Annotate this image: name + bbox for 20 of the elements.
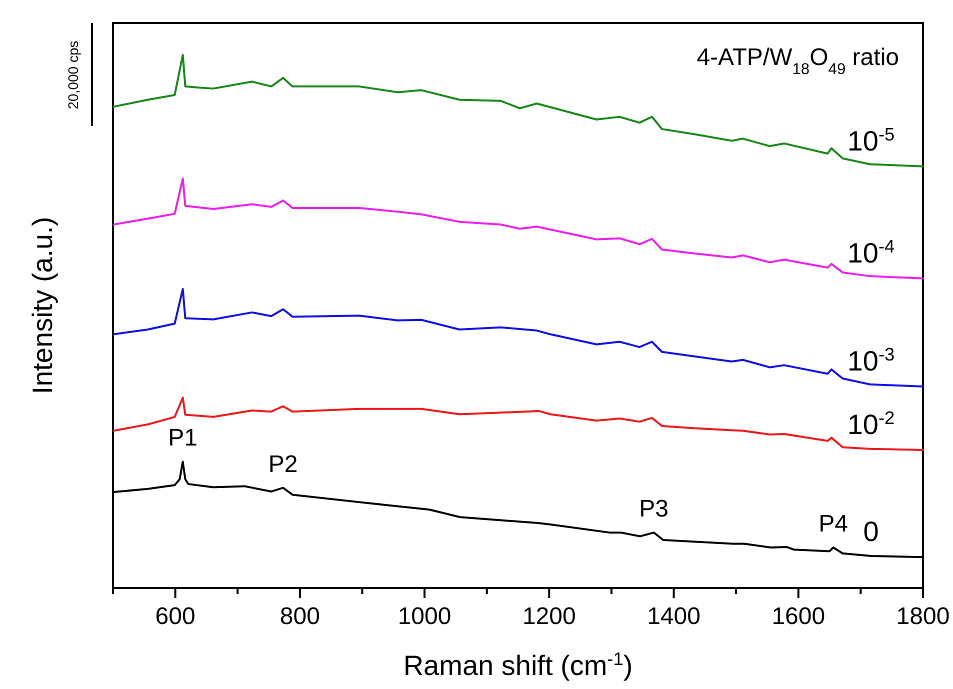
x-tick-label: 1600	[772, 603, 826, 630]
annotation: P1	[168, 424, 198, 452]
series-label: 10$^{-5}$	[847, 124, 895, 156]
series-label: 0	[863, 516, 879, 548]
x-tick-label: 1000	[398, 603, 452, 630]
annotation: P4	[818, 510, 848, 538]
x-axis-title: Raman shift (cm$^{-1}$)	[403, 649, 633, 681]
series-label: 10$^{-3}$	[847, 344, 895, 377]
series-label: 10$^{-4}$	[847, 236, 895, 268]
annotation: P3	[639, 496, 669, 523]
x-tick-label: 1200	[522, 603, 576, 630]
y-axis-title: Intensity (a.u.)	[27, 216, 58, 394]
x-tick-label: 800	[280, 603, 320, 630]
annotation: P2	[268, 450, 298, 478]
x-tick-label: 1800	[896, 603, 950, 630]
scale-ruler: 20,000 cps	[65, 23, 93, 126]
series-label: 10$^{-2}$	[847, 408, 895, 440]
x-tick-label: 1400	[647, 603, 700, 630]
legend-title: 4-ATP/W$_{18}$O$_{49}$ ratio	[696, 44, 899, 78]
x-tick-label: 600	[155, 603, 196, 630]
